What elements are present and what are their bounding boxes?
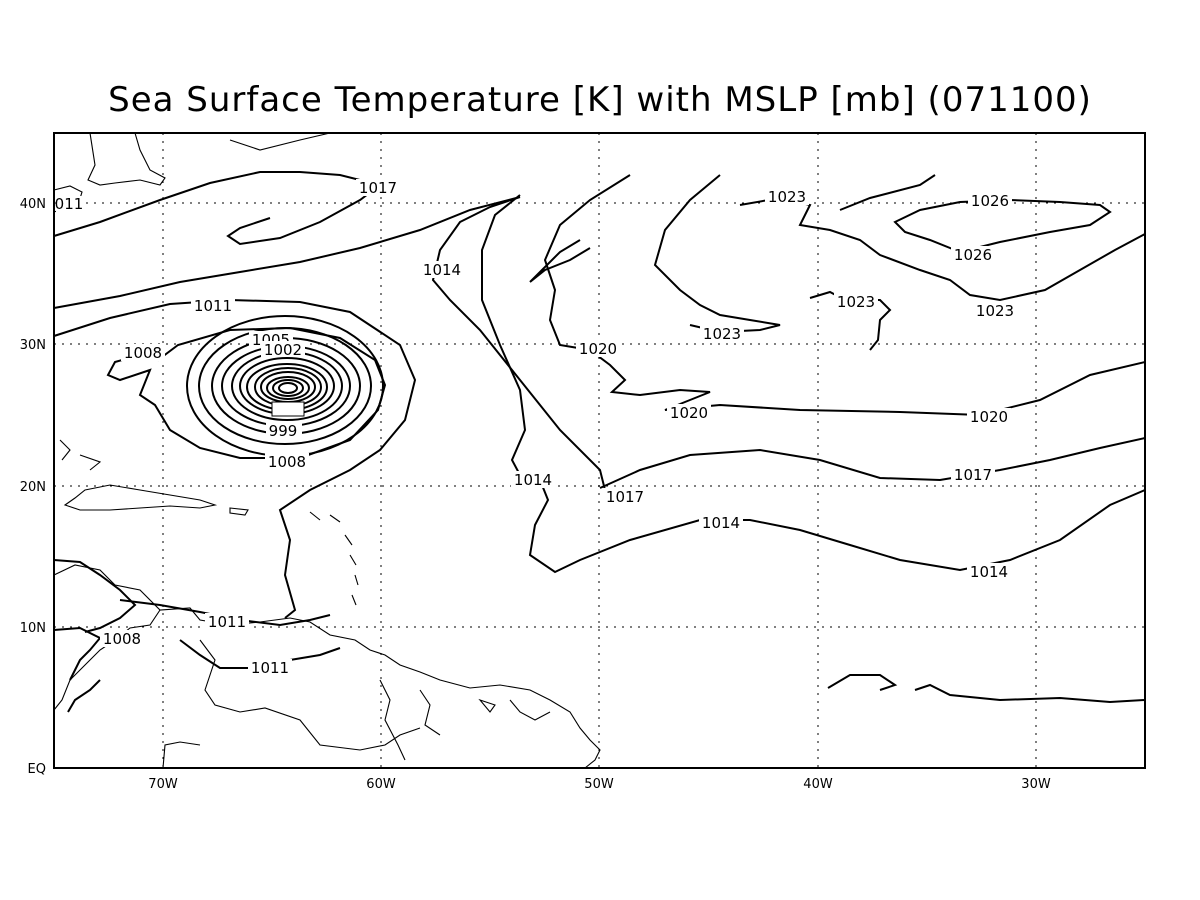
lat-tick: 30N	[20, 338, 46, 353]
contour-label: 1023	[703, 325, 741, 343]
contour-label: 1020	[579, 340, 617, 358]
contour-label: 1011	[194, 297, 232, 315]
map-title: Sea Surface Temperature [K] with MSLP [m…	[108, 80, 1092, 120]
lon-tick: 30W	[1021, 777, 1051, 792]
contour-label: 1011	[208, 613, 246, 631]
lon-axis: 70W 60W 50W 40W 30W	[148, 777, 1051, 792]
contour-label: 1014	[702, 514, 740, 532]
lat-tick: 40N	[20, 197, 46, 212]
contour-label: 1020	[670, 404, 708, 422]
contour-label: 1008	[103, 630, 141, 648]
contour-label: 1017	[606, 488, 644, 506]
contour-label: 999	[269, 422, 298, 440]
contour-label: 1023	[837, 293, 875, 311]
contour-label: 1017	[954, 466, 992, 484]
contour-label: 1023	[976, 302, 1014, 320]
map-frame	[53, 132, 1146, 769]
lon-tick: 60W	[366, 777, 396, 792]
contour-label: 1023	[768, 188, 806, 206]
lat-axis: 40N 30N 20N 10N EQ	[20, 197, 46, 777]
lon-tick: 70W	[148, 777, 178, 792]
contour-labels: 1017 011 1023 1026 1014 1026 1011 1023 1…	[55, 179, 1017, 677]
lat-tick: 10N	[20, 621, 46, 636]
contour-label: 011	[55, 195, 84, 213]
contour-label: 1002	[264, 341, 302, 359]
graticule	[54, 133, 1145, 768]
coastlines	[53, 132, 601, 769]
contour-label: 1014	[514, 471, 552, 489]
contour-label: 1026	[954, 246, 992, 264]
contour-label: 1008	[268, 453, 306, 471]
contour-label: 1020	[970, 408, 1008, 426]
contour-label: 1026	[971, 192, 1009, 210]
lon-tick: 40W	[803, 777, 833, 792]
contour-label: 1008	[124, 344, 162, 362]
isobars	[53, 171, 1146, 713]
contour-label: 1011	[251, 659, 289, 677]
contour-label: 1014	[970, 563, 1008, 581]
lon-tick: 50W	[584, 777, 614, 792]
contour-label: 1014	[423, 261, 461, 279]
contour-label: 1017	[359, 179, 397, 197]
lat-tick: 20N	[20, 480, 46, 495]
lat-tick: EQ	[28, 762, 46, 777]
